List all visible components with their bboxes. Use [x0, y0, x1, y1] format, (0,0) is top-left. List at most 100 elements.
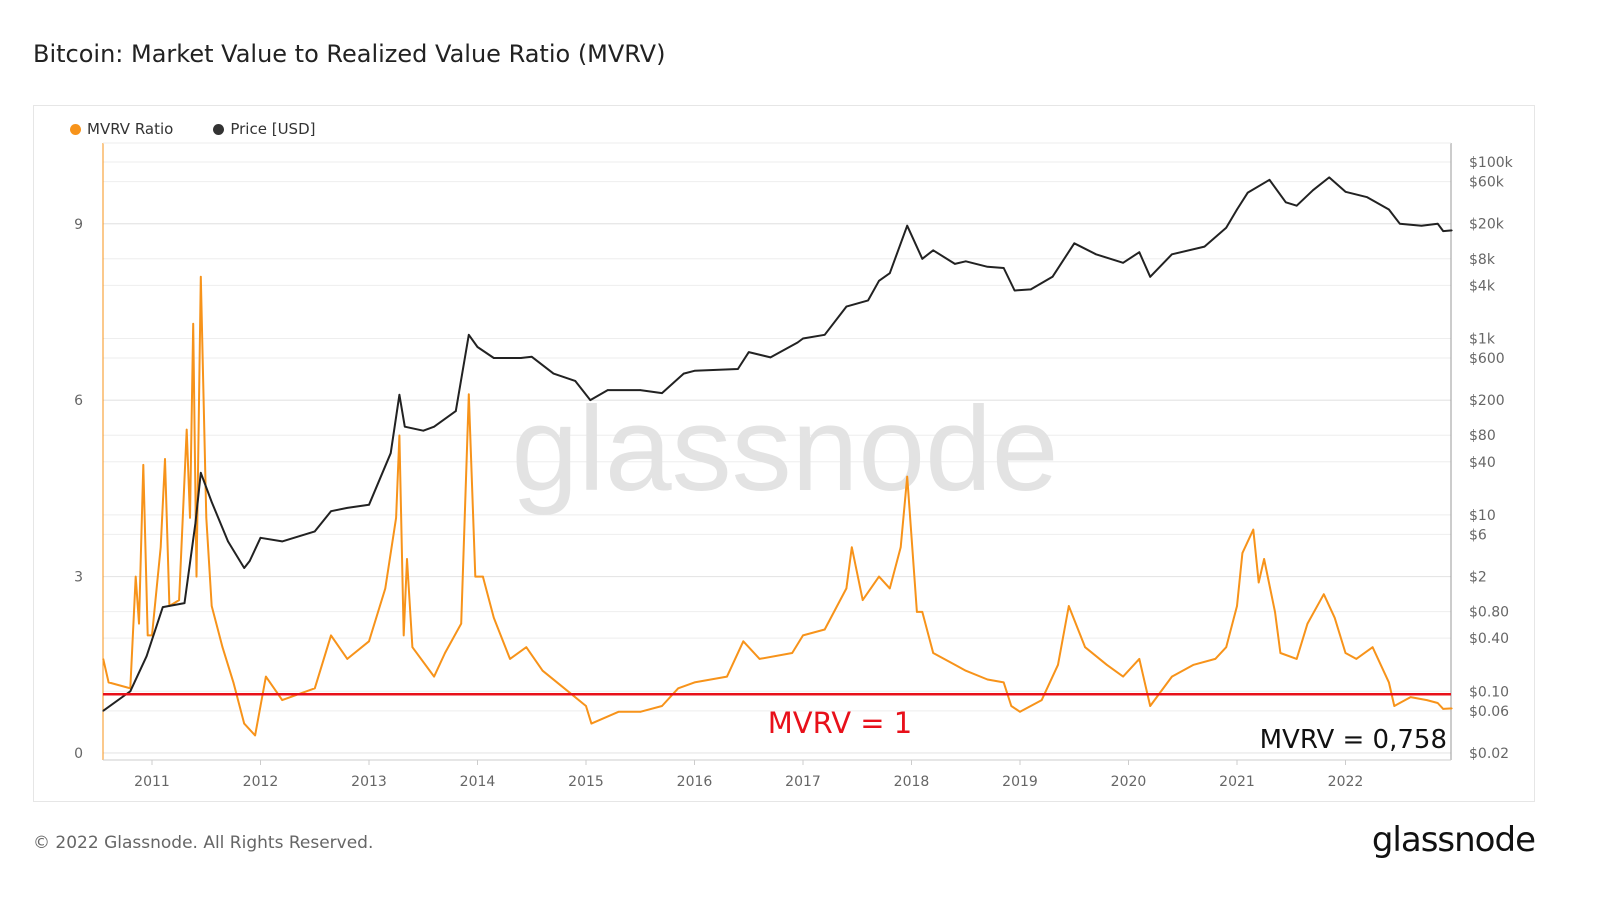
price-point [1388, 208, 1390, 211]
mvrv-point [281, 699, 284, 701]
mvrv-point [259, 705, 262, 707]
mvrv-point [1371, 646, 1374, 648]
price-point [1095, 253, 1097, 256]
price-point [964, 260, 967, 263]
mvrv-point [1323, 593, 1325, 596]
mvrv-point [1388, 681, 1390, 684]
glassnode-logo: glassnode [1371, 820, 1536, 860]
price-point [330, 510, 332, 513]
price-point [1247, 191, 1249, 194]
price-point [1138, 251, 1141, 254]
price-point [552, 372, 555, 375]
y-right-tick-label: $1k [1469, 331, 1496, 347]
mvrv-point [1019, 711, 1021, 713]
mvrv-point [346, 658, 349, 660]
mvrv-point [1122, 675, 1124, 678]
price-point [639, 389, 642, 391]
y-right-tick-label: $0.02 [1469, 746, 1509, 762]
mvrv-point [1225, 646, 1227, 648]
price-point [1344, 191, 1347, 193]
price-point [1073, 242, 1076, 245]
mvrv-point [661, 705, 663, 707]
y-right-tick-label: $60k [1469, 175, 1505, 191]
x-tick-label: 2022 [1328, 774, 1364, 790]
mvrv-point [1409, 696, 1412, 698]
mvrv-point [1451, 707, 1453, 710]
y-left-tick-label: 0 [74, 746, 83, 762]
mvrv-point [185, 428, 188, 431]
mvrv-point [1274, 611, 1276, 613]
mvrv-point [482, 575, 484, 578]
y-left-tick-label: 6 [74, 393, 83, 409]
mvrv-point [1138, 658, 1141, 660]
mvrv-point [1442, 708, 1444, 710]
watermark: glassnode [511, 382, 1058, 516]
mvrv-point [1068, 605, 1070, 607]
price-point [661, 392, 663, 394]
y-left-tick-label: 9 [74, 217, 83, 233]
mvrv-point [1084, 646, 1086, 648]
price-point [1442, 230, 1444, 232]
mvrv-point [330, 634, 332, 637]
mvrv-point [1214, 658, 1217, 660]
y-right-tick-label: $40 [1469, 455, 1496, 471]
mvrv-point [693, 681, 696, 684]
mvrv-point [146, 634, 149, 637]
price-point [1171, 253, 1173, 256]
mvrv-point [492, 616, 495, 619]
mvrv-point [639, 711, 642, 713]
mvrv-point [617, 711, 620, 713]
price-point [932, 249, 934, 252]
price-point [921, 258, 924, 260]
price-point [1366, 196, 1368, 198]
mvrv-point [726, 675, 728, 678]
legend-item-price[interactable]: Price [USD] [213, 120, 315, 138]
mvrv-point [313, 687, 316, 690]
mvrv-point [1171, 675, 1173, 678]
price-point [102, 710, 104, 712]
price-point [747, 351, 750, 353]
mvrv-point [107, 681, 110, 684]
price-point [889, 272, 891, 274]
price-point [422, 429, 425, 432]
mvrv-point [1306, 622, 1309, 625]
price-point [796, 341, 799, 344]
price-point [845, 305, 848, 308]
mvrv-point [221, 646, 224, 648]
legend-label: MVRV Ratio [87, 120, 174, 138]
mvrv-point [509, 658, 511, 660]
mvrv-point [1192, 664, 1195, 666]
mvrv-point [1149, 705, 1151, 707]
y-right-tick-label: $4k [1469, 278, 1496, 294]
price-point [1030, 288, 1032, 291]
mvrv-point [889, 587, 891, 590]
mvrv-point [159, 546, 162, 548]
price-point [769, 356, 772, 359]
chart-frame [33, 105, 1535, 802]
price-point [248, 560, 251, 562]
price-point [259, 536, 262, 539]
price-point [986, 265, 989, 268]
mvrv-point [1010, 705, 1013, 707]
mvrv-point [1057, 664, 1059, 666]
price-point [693, 369, 696, 372]
price-point [737, 368, 739, 370]
mvrv-point [1295, 658, 1298, 660]
x-tick-label: 2020 [1111, 774, 1147, 790]
mvrv-point [1344, 652, 1347, 654]
price-point [1328, 176, 1331, 179]
legend-item-mvrv[interactable]: MVRV Ratio [70, 120, 173, 138]
chart-title: Bitcoin: Market Value to Realized Value … [33, 40, 666, 68]
price-point [1002, 267, 1005, 269]
mvrv-point [210, 605, 213, 607]
x-tick-label: 2015 [568, 774, 604, 790]
mvrv-point [142, 464, 145, 466]
mvrv-point [932, 652, 934, 654]
mvrv-point [398, 434, 401, 437]
mvrv-point [823, 628, 826, 631]
mvrv-point [525, 646, 528, 648]
price-point [476, 346, 479, 348]
x-tick-label: 2019 [1002, 774, 1038, 790]
mvrv-point [845, 587, 848, 590]
y-right-tick-label: $10 [1469, 508, 1496, 524]
